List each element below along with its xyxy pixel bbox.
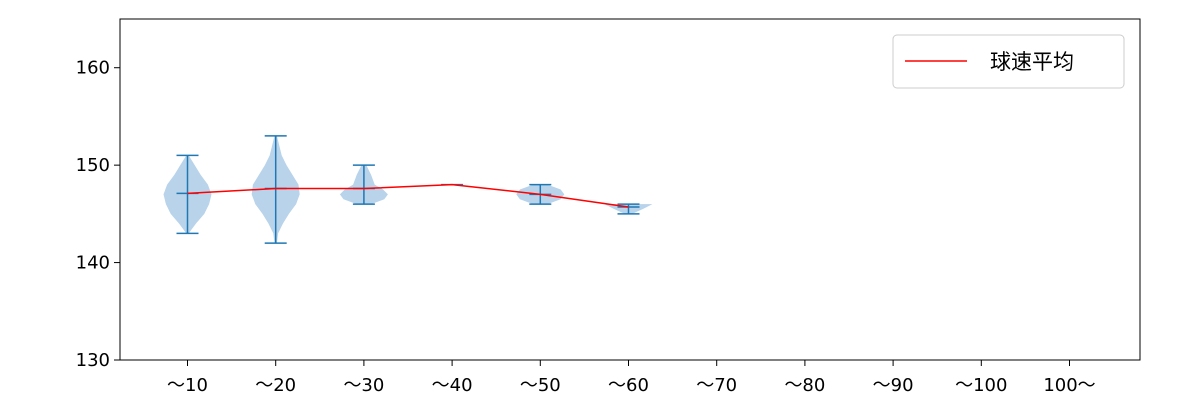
x-tick-label-1: 〜20: [255, 375, 296, 396]
x-tick-label-6: 〜70: [696, 375, 737, 396]
x-tick-label-0: 〜10: [167, 375, 208, 396]
y-tick-label-130: 130: [76, 350, 110, 371]
legend-box: [892, 34, 1125, 89]
x-tick-label-9: 〜100: [955, 375, 1007, 396]
legend-label-mean: 球速平均: [990, 50, 1074, 74]
x-tick-label-5: 〜60: [608, 375, 649, 396]
axes-frame: [119, 18, 1141, 361]
x-tick-label-7: 〜80: [784, 375, 825, 396]
x-tick-label-10: 100〜: [1043, 375, 1095, 396]
mean-line-layer: [187, 183, 629, 208]
y-tick-label-140: 140: [76, 253, 110, 274]
x-tick-label-8: 〜90: [873, 375, 914, 396]
x-tick-label-2: 〜30: [343, 375, 384, 396]
legend: 球速平均: [892, 34, 1125, 89]
violin-5: [604, 203, 653, 215]
x-tick-label-4: 〜50: [520, 375, 561, 396]
x-tick-label-3: 〜40: [432, 375, 473, 396]
x-axis: 〜10 〜20 〜30 〜40 〜50 〜60 〜70 〜80 〜90 〜100 100〜: [167, 360, 1096, 396]
mean-line: [187, 183, 629, 208]
y-tick-label-150: 150: [76, 155, 110, 176]
y-tick-label-160: 160: [76, 58, 110, 79]
y-axis: 130 140 150 160: [76, 58, 120, 371]
